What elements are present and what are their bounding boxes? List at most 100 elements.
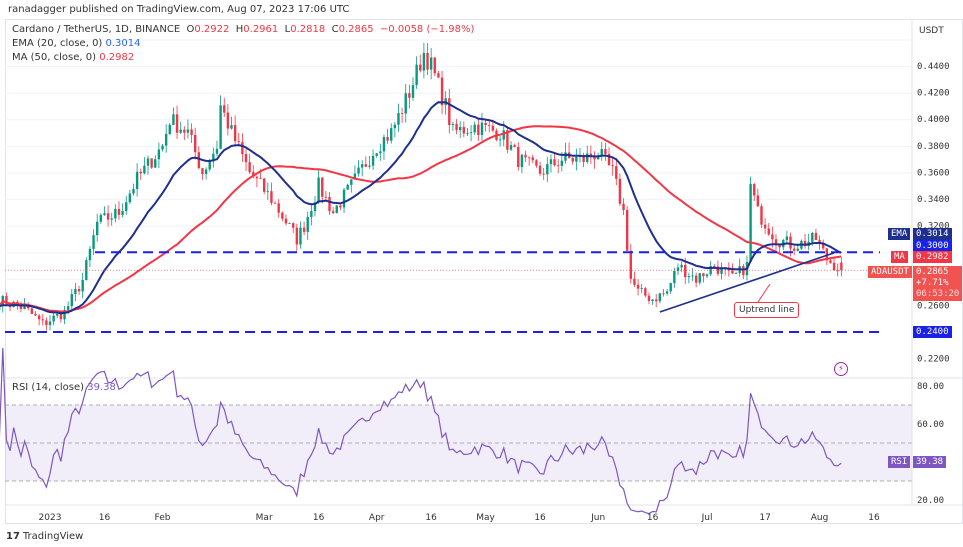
rsi-tick: 60.00	[917, 420, 944, 430]
candle	[328, 196, 331, 212]
candle	[451, 123, 455, 126]
rsi-title: RSI (14, close)	[12, 382, 85, 393]
candle	[702, 273, 705, 277]
tradingview-logo[interactable]: 17 TradingView	[6, 531, 84, 542]
candle	[74, 289, 77, 295]
candle	[252, 172, 255, 177]
candle	[335, 205, 338, 213]
time-tick: Jul	[701, 513, 713, 523]
candle	[665, 291, 669, 294]
ema-title: EMA (20, close, 0)	[12, 38, 103, 49]
candle	[586, 153, 589, 162]
rsi-legend[interactable]: RSI (14, close) 39.38	[12, 382, 116, 393]
candle	[226, 112, 230, 129]
candle	[313, 202, 317, 212]
candle	[310, 211, 313, 218]
candle	[255, 176, 259, 179]
candle	[473, 124, 476, 133]
candle	[161, 145, 164, 150]
rsi-tag: RSI	[888, 456, 911, 468]
candle	[99, 214, 103, 222]
candle	[604, 149, 607, 154]
candle	[477, 124, 480, 136]
open-value: 0.2922	[194, 24, 230, 35]
candle	[95, 221, 99, 236]
candle	[560, 160, 564, 166]
candle	[680, 264, 683, 268]
candle	[832, 262, 836, 271]
candle	[19, 305, 23, 309]
ma-value: 0.2982	[99, 52, 135, 63]
candle	[687, 276, 691, 278]
candle	[538, 165, 542, 174]
ma-price-tag: 0.2982	[913, 251, 952, 263]
candle	[23, 305, 26, 309]
candle	[455, 123, 458, 131]
price-tick: 0.4400	[917, 62, 950, 72]
candle	[172, 114, 175, 125]
candle	[756, 195, 760, 207]
candle	[716, 266, 720, 274]
candle	[734, 273, 738, 274]
price-tick: 0.3800	[917, 142, 950, 152]
time-tick: 16	[534, 513, 546, 523]
candle	[760, 206, 763, 225]
candle	[81, 279, 84, 292]
candle	[121, 211, 124, 215]
candle	[197, 152, 201, 169]
candle	[350, 179, 353, 185]
candle	[168, 124, 171, 134]
candle	[66, 306, 70, 310]
lightning-icon[interactable]: ⚡	[834, 362, 848, 376]
candle	[223, 105, 226, 113]
level-0240-tag: 0.2400	[913, 326, 952, 338]
time-tick: May	[476, 513, 495, 523]
candle	[146, 158, 150, 166]
ema-tag: EMA	[888, 228, 911, 240]
candle	[644, 288, 647, 296]
price-tick: 0.3400	[917, 195, 950, 205]
candle	[811, 232, 814, 242]
candle	[778, 244, 781, 248]
candle	[720, 267, 723, 274]
candle	[437, 73, 440, 78]
candle	[763, 224, 767, 229]
level-0300-tag: 0.3000	[913, 240, 952, 252]
candle	[353, 173, 357, 180]
ma-legend[interactable]: MA (50, close, 0) 0.2982	[12, 52, 134, 63]
candle	[375, 153, 378, 156]
candle	[273, 202, 277, 204]
uptrend-annotation[interactable]: Uptrend line	[734, 302, 800, 318]
candle	[41, 319, 44, 321]
candle	[789, 236, 792, 249]
candle	[792, 248, 796, 251]
candle	[767, 228, 770, 235]
candle	[266, 191, 269, 193]
candle	[244, 154, 248, 163]
rsi-legend-value: 39.38	[87, 382, 116, 393]
ema-legend[interactable]: EMA (20, close, 0) 0.3014	[12, 38, 141, 49]
candle	[676, 267, 680, 271]
uptrend-line[interactable]	[659, 252, 835, 313]
candle	[498, 139, 502, 141]
candle	[346, 184, 349, 190]
candle	[549, 159, 553, 165]
candle	[277, 203, 280, 213]
candle	[390, 128, 393, 141]
candle	[70, 294, 73, 307]
candle	[753, 184, 756, 196]
candle	[785, 236, 789, 241]
candle	[691, 275, 694, 277]
high-value: 0.2961	[243, 24, 279, 35]
candle	[506, 130, 509, 150]
candle	[647, 295, 651, 301]
price-change-pct: +7.71%	[916, 278, 949, 288]
candle	[360, 164, 364, 168]
candle	[386, 137, 389, 141]
candle	[513, 145, 516, 147]
price-tick: 0.3600	[917, 168, 950, 178]
candle	[150, 158, 153, 168]
candle	[422, 52, 426, 71]
candle	[618, 178, 622, 204]
